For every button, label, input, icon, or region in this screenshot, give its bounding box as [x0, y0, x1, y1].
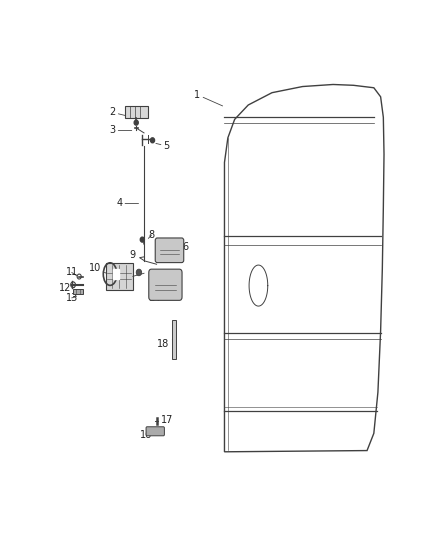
- PathPatch shape: [224, 84, 384, 452]
- Text: 3: 3: [110, 125, 132, 135]
- Text: 12: 12: [59, 282, 74, 293]
- Text: 17: 17: [157, 415, 173, 425]
- Bar: [106, 263, 133, 290]
- Bar: [125, 106, 148, 118]
- Bar: [172, 320, 176, 359]
- Text: 15: 15: [123, 268, 139, 278]
- Circle shape: [134, 120, 138, 125]
- Text: 10: 10: [89, 263, 106, 273]
- Text: 8: 8: [148, 230, 155, 240]
- Text: 1: 1: [194, 90, 223, 106]
- Text: 4: 4: [116, 198, 138, 208]
- FancyBboxPatch shape: [155, 238, 184, 263]
- Text: 11: 11: [66, 268, 78, 278]
- Polygon shape: [113, 269, 119, 279]
- Text: 16: 16: [140, 430, 157, 440]
- Text: 6: 6: [179, 243, 188, 253]
- Circle shape: [140, 237, 145, 242]
- Text: 14: 14: [149, 293, 164, 303]
- Circle shape: [136, 269, 141, 276]
- Text: 9: 9: [130, 250, 136, 260]
- Text: 5: 5: [156, 141, 170, 151]
- FancyBboxPatch shape: [149, 269, 182, 301]
- Text: 2: 2: [110, 107, 130, 117]
- FancyBboxPatch shape: [146, 427, 164, 436]
- Circle shape: [151, 138, 155, 143]
- Text: 13: 13: [66, 293, 78, 303]
- Text: 18: 18: [157, 339, 173, 349]
- Bar: [74, 289, 83, 294]
